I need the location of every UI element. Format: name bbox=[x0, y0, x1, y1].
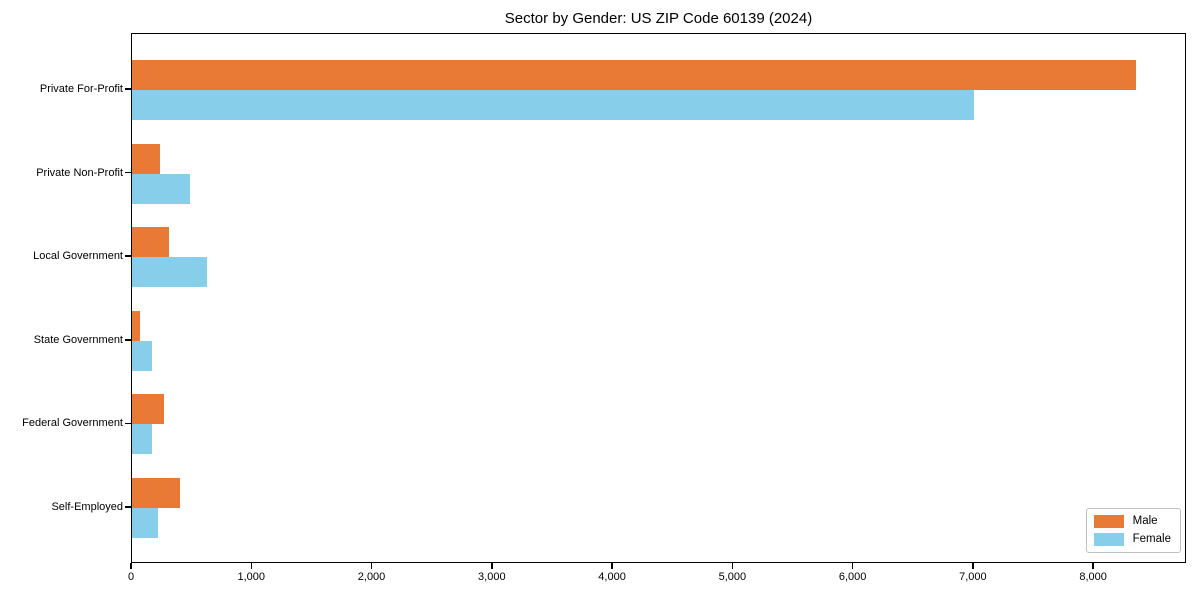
legend-entry-female: Female bbox=[1093, 533, 1171, 546]
x-tick-mark bbox=[972, 563, 974, 569]
x-tick-label: 0 bbox=[127, 571, 135, 583]
x-tick-label: 1,000 bbox=[237, 571, 266, 583]
bar-female-private-for-profit bbox=[132, 90, 974, 120]
x-tick-label: 4,000 bbox=[598, 571, 626, 583]
y-tick-mark bbox=[125, 255, 131, 257]
y-category-label-private-for-profit: Private For-Profit bbox=[39, 83, 123, 95]
y-tick-mark bbox=[125, 171, 131, 174]
legend-entry-male: Male bbox=[1093, 515, 1171, 528]
bar-male-local-government bbox=[132, 227, 170, 258]
x-tick-mark bbox=[130, 563, 132, 569]
x-tick-mark bbox=[491, 563, 493, 569]
y-tick-mark bbox=[125, 88, 131, 90]
x-tick-label: 7,000 bbox=[959, 571, 987, 583]
legend-swatch-female bbox=[1093, 533, 1124, 546]
y-category-label-federal-government: Federal Government bbox=[22, 417, 123, 430]
bar-male-private-non-profit bbox=[132, 143, 160, 174]
bar-female-state-government bbox=[132, 340, 152, 371]
legend-label-male: Male bbox=[1132, 515, 1158, 527]
bar-female-federal-government bbox=[132, 424, 152, 455]
x-tick-mark bbox=[731, 563, 734, 569]
x-tick-mark bbox=[250, 563, 253, 569]
y-category-label-local-government: Local Government bbox=[33, 250, 123, 263]
x-tick-mark bbox=[1092, 563, 1094, 569]
bar-female-self-employed bbox=[132, 508, 158, 538]
x-tick-label: 8,000 bbox=[1079, 571, 1107, 583]
legend: Male Female bbox=[1085, 508, 1181, 553]
x-tick-label: 2,000 bbox=[357, 571, 386, 583]
bar-male-state-government bbox=[132, 310, 140, 341]
plot-area: Male Female bbox=[131, 33, 1186, 563]
y-tick-mark bbox=[125, 339, 131, 341]
legend-label-female: Female bbox=[1132, 533, 1171, 545]
x-tick-mark bbox=[851, 563, 854, 569]
x-tick-label: 5,000 bbox=[718, 571, 747, 583]
y-tick-mark bbox=[125, 506, 131, 508]
y-category-label-private-non-profit: Private Non-Profit bbox=[36, 166, 123, 179]
legend-swatch-male bbox=[1093, 515, 1124, 528]
bar-male-self-employed bbox=[132, 478, 181, 508]
bar-male-federal-government bbox=[132, 394, 164, 425]
y-tick-mark bbox=[125, 422, 131, 425]
chart-title: Sector by Gender: US ZIP Code 60139 (202… bbox=[504, 10, 813, 27]
y-category-label-self-employed: Self-Employed bbox=[51, 501, 123, 513]
x-tick-label: 6,000 bbox=[838, 571, 867, 583]
bar-male-private-for-profit bbox=[132, 60, 1137, 90]
x-tick-mark bbox=[611, 563, 613, 569]
bar-female-local-government bbox=[132, 257, 207, 288]
bar-female-private-non-profit bbox=[132, 173, 190, 204]
y-category-label-state-government: State Government bbox=[33, 333, 123, 346]
x-tick-mark bbox=[370, 563, 373, 569]
x-tick-label: 3,000 bbox=[478, 571, 506, 583]
